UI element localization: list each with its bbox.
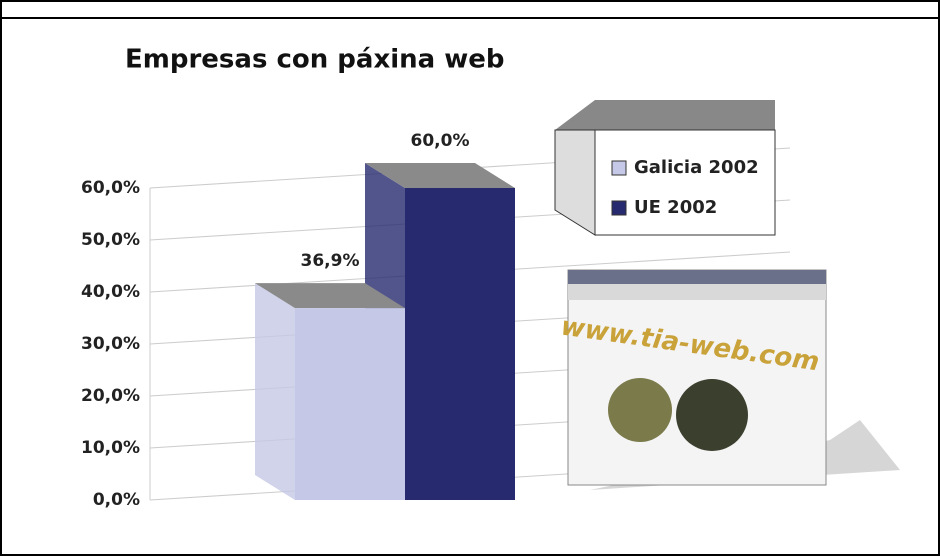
legend-label: Galicia 2002 (634, 157, 759, 178)
globe (676, 379, 748, 451)
window-toolbar (568, 284, 826, 300)
y-tick-label: 30,0% (81, 334, 140, 354)
coin (608, 378, 672, 442)
y-tick-label: 40,0% (81, 282, 140, 302)
legend-box-side (554, 129, 596, 236)
browser-window: www.tia-web.com (559, 269, 900, 490)
bar (295, 308, 405, 500)
y-tick-label: 10,0% (81, 438, 140, 458)
legend-swatch (611, 200, 627, 216)
bar (405, 188, 515, 500)
window-titlebar (568, 270, 826, 284)
bar-top (255, 283, 405, 309)
y-tick-label: 60,0% (81, 178, 140, 198)
plot: 0,0% 10,0% 20,0% 30,0% 40,0% 50,0% 60,0% 60,0% 3… (81, 131, 791, 510)
legend-swatch (611, 160, 627, 176)
legend: Galicia 2002 UE 2002 (554, 100, 776, 236)
y-tick-label: 0,0% (93, 490, 140, 510)
legend-box-top (555, 100, 775, 130)
value-label: 36,9% (301, 251, 360, 271)
value-label: 60,0% (411, 131, 470, 151)
window (567, 269, 827, 486)
y-tick-label: 20,0% (81, 386, 140, 406)
chart-title: Empresas con páxina web (125, 45, 505, 75)
bar-side (255, 283, 295, 500)
bar-top (365, 163, 515, 188)
y-tick-label: 50,0% (81, 230, 140, 250)
legend-box (594, 129, 776, 236)
legend-label: UE 2002 (634, 197, 717, 218)
